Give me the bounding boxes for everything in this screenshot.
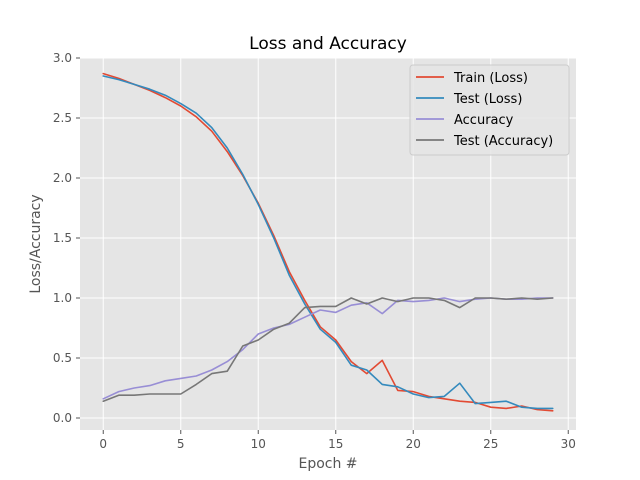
x-tick-label: 15 <box>328 437 343 451</box>
series-line-test-accuracy <box>102 297 554 403</box>
legend-label: Train (Loss) <box>453 71 528 86</box>
x-axis-label: Epoch # <box>298 456 357 472</box>
legend: Train (Loss) Test (Loss) Accuracy Test (Acc… <box>409 64 570 156</box>
y-tick-label: 3.0 <box>53 51 72 65</box>
y-tick-label: 1.5 <box>53 231 72 245</box>
x-tick-label: 20 <box>406 437 421 451</box>
x-tick-label: 25 <box>483 437 498 451</box>
legend-label: Accuracy <box>454 113 514 128</box>
series-line-test-loss <box>102 75 554 410</box>
y-tick-label: 2.0 <box>53 171 72 185</box>
series-line-accuracy <box>102 297 554 400</box>
x-tick-label: 5 <box>177 437 185 451</box>
y-tick-label: 1.0 <box>53 291 72 305</box>
x-tick-label: 30 <box>561 437 576 451</box>
legend-label: Test (Loss) <box>453 92 522 107</box>
chart-title: Loss and Accuracy <box>249 34 407 54</box>
x-tick-label: 10 <box>251 437 266 451</box>
y-axis-label: Loss/Accuracy <box>28 194 44 293</box>
y-tick-label: 0.0 <box>53 411 72 425</box>
legend-box <box>409 64 570 156</box>
legend-label: Test (Accuracy) <box>453 134 553 149</box>
series-layer <box>102 72 554 412</box>
tick-labels: 0 5 10 15 20 25 30 0.0 0.5 1.0 1.5 2.0 2.5 3.0 <box>53 51 576 451</box>
x-tick-label: 0 <box>99 437 107 451</box>
y-tick-label: 0.5 <box>53 351 72 365</box>
y-tick-label: 2.5 <box>53 111 72 125</box>
